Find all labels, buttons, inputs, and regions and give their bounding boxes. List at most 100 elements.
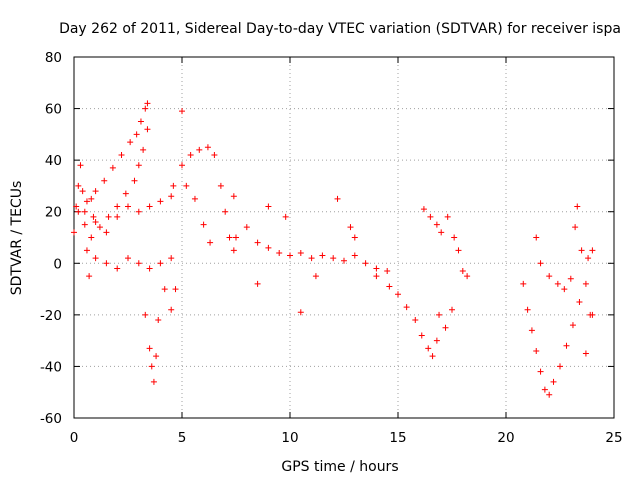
data-point [146, 345, 153, 352]
data-point [537, 260, 544, 267]
data-point [155, 317, 162, 324]
data-point [207, 239, 214, 246]
data-point [140, 146, 147, 153]
data-point [142, 311, 149, 318]
data-point [83, 198, 90, 205]
y-tick-label: 40 [45, 153, 62, 169]
axis-ticks: 0 5 10 15 20 25 -60 -40 -20 0 20 40 60 80 [40, 50, 623, 446]
data-point [168, 306, 175, 313]
data-point [230, 247, 237, 254]
x-tick-label: 25 [605, 430, 622, 446]
data-point [433, 221, 440, 228]
data-point [464, 273, 471, 280]
data-point [146, 265, 153, 272]
data-point [105, 213, 112, 220]
series-arc-early-rise-b [88, 126, 151, 241]
data-point [403, 304, 410, 311]
data-point [334, 195, 341, 202]
data-point [168, 255, 175, 262]
data-point [520, 280, 527, 287]
data-point [455, 247, 462, 254]
data-points [71, 100, 596, 398]
data-point [168, 193, 175, 200]
data-point [200, 221, 207, 228]
data-point [90, 213, 97, 220]
data-point [585, 255, 592, 262]
data-point [572, 224, 579, 231]
data-point [135, 208, 142, 215]
data-point [574, 203, 581, 210]
data-point [187, 151, 194, 158]
data-point [297, 309, 304, 316]
data-point [109, 164, 116, 171]
series-descent-14-17h [373, 273, 443, 360]
data-point [589, 247, 596, 254]
data-point [449, 306, 455, 313]
data-point [341, 257, 347, 264]
y-tick-label: -20 [40, 308, 62, 324]
data-point [524, 306, 531, 313]
y-tick-label: 20 [45, 205, 62, 221]
data-point [528, 327, 535, 334]
data-point [569, 322, 576, 329]
y-tick-label: -40 [40, 359, 62, 375]
data-point [444, 213, 451, 220]
data-point [386, 283, 393, 290]
x-tick-label: 5 [178, 430, 187, 446]
data-point [312, 273, 319, 280]
data-point [79, 188, 86, 195]
series-cluster-22-24h [533, 203, 596, 357]
data-point [144, 126, 151, 133]
data-point [230, 193, 237, 200]
data-point [125, 255, 131, 262]
data-point [425, 345, 432, 352]
series-dip-3-4h [142, 286, 179, 385]
data-point [144, 100, 151, 107]
grid-lines [74, 57, 614, 418]
data-point [92, 188, 99, 195]
data-point [118, 151, 125, 158]
y-tick-label: -60 [40, 411, 62, 427]
data-point [297, 249, 304, 256]
data-point [222, 208, 229, 215]
data-point [191, 195, 198, 202]
data-point [308, 255, 315, 262]
plot-frame [73, 56, 615, 419]
series-dive-20-23h [520, 280, 596, 398]
data-point [287, 252, 293, 259]
series-arc-peak-5-7h [170, 144, 237, 254]
data-point [135, 162, 142, 169]
data-point [125, 203, 131, 210]
data-point [81, 221, 88, 228]
data-point [71, 229, 77, 236]
data-point [373, 265, 380, 272]
data-point [170, 182, 177, 189]
data-point [157, 260, 164, 267]
data-point [578, 247, 585, 254]
data-point [395, 291, 401, 298]
data-point [127, 139, 134, 146]
data-point [459, 268, 466, 275]
data-point [533, 234, 540, 241]
data-point [135, 260, 142, 267]
data-point [73, 203, 80, 210]
data-point [146, 203, 153, 210]
data-point [92, 219, 99, 226]
data-point [427, 213, 434, 220]
data-point [451, 234, 458, 241]
data-point [81, 208, 88, 215]
y-tick-label: 60 [45, 102, 62, 118]
data-point [161, 286, 168, 293]
data-point [217, 182, 224, 189]
data-point [114, 203, 121, 210]
data-point [561, 286, 568, 293]
data-point [351, 234, 358, 241]
data-point [142, 105, 149, 112]
data-point [576, 298, 583, 305]
data-point [550, 378, 557, 385]
data-point [226, 234, 233, 241]
data-point [442, 324, 449, 331]
data-point [276, 249, 283, 256]
data-point [211, 151, 218, 158]
x-tick-label: 10 [281, 430, 298, 446]
